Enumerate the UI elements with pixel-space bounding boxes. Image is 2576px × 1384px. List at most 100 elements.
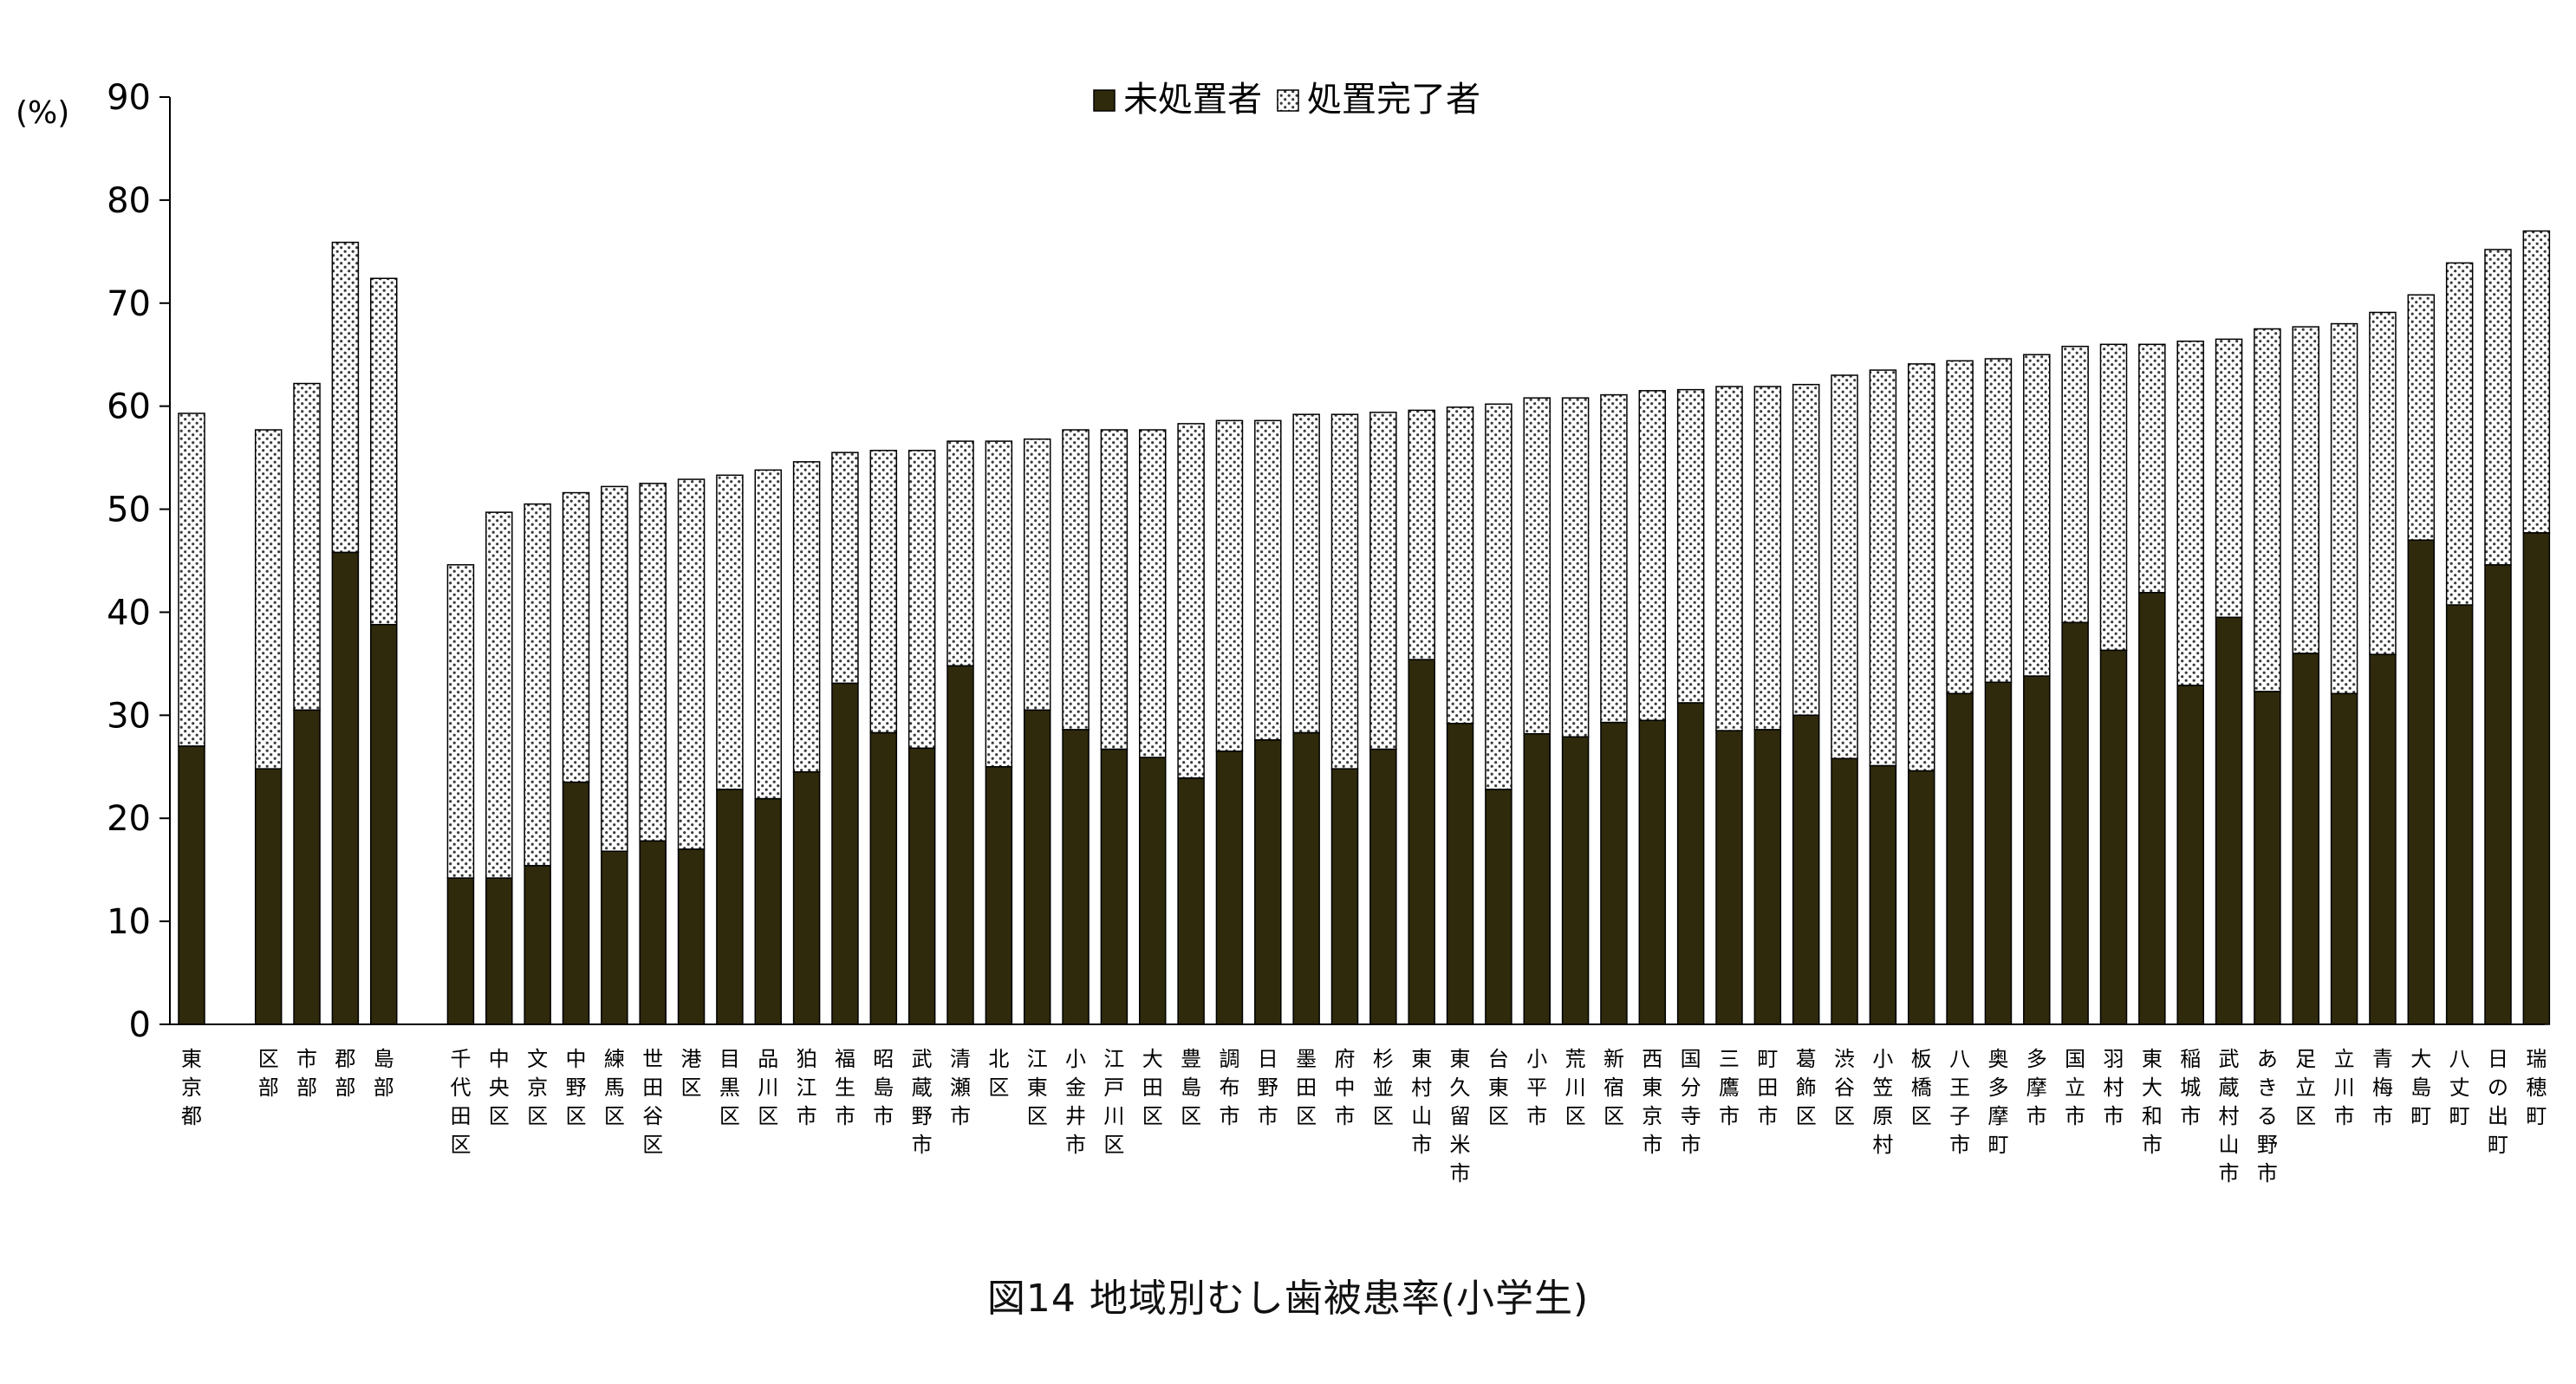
bar-untreated: [1254, 739, 1282, 1025]
x-tick-label: 調布市: [1219, 1047, 1239, 1128]
x-tick-label: 目黒区: [719, 1047, 740, 1128]
bar-treated: [1753, 386, 1782, 731]
x-tick-label: 豊島区: [1181, 1047, 1201, 1128]
bar-untreated: [2138, 592, 2166, 1025]
bar-treated: [1984, 358, 2013, 684]
bar-treated: [754, 469, 782, 800]
x-tick-label: 小平市: [1526, 1047, 1547, 1128]
bar-treated: [831, 452, 859, 685]
bar-treated: [1177, 423, 1205, 779]
y-tick-label: 80: [107, 181, 151, 221]
bar-treated: [1869, 369, 1897, 767]
x-tick-label: 郡部: [335, 1047, 355, 1100]
bar-untreated: [1869, 764, 1897, 1025]
plot-area: [178, 230, 2551, 1025]
y-tick-label: 70: [107, 284, 151, 324]
x-tick-label: 葛飾区: [1796, 1047, 1817, 1128]
bar-untreated: [2330, 692, 2358, 1025]
x-tick-label: 荒川区: [1565, 1047, 1586, 1128]
x-tick-label: 国立市: [2065, 1047, 2085, 1128]
bar-untreated: [2023, 675, 2051, 1025]
x-tick-label: 青梅市: [2372, 1047, 2393, 1128]
bar-treated: [1023, 438, 1051, 711]
x-tick-label: 武蔵野市: [912, 1047, 933, 1157]
x-tick-label: 練馬区: [604, 1047, 625, 1128]
bar-treated: [2061, 345, 2089, 624]
x-tick-label: 北区: [988, 1047, 1009, 1100]
x-tick-label: 羽村市: [2104, 1047, 2124, 1128]
bar-treated: [1062, 429, 1090, 731]
x-tick-label: 市部: [296, 1047, 317, 1100]
bar-untreated: [1100, 748, 1129, 1025]
bar-untreated: [1715, 730, 1743, 1025]
bar-treated: [2407, 294, 2436, 541]
bar-treated: [2099, 343, 2128, 652]
bar-treated: [1254, 419, 1282, 741]
bar-untreated: [1139, 757, 1167, 1025]
x-tick-label: 武蔵村山市: [2219, 1047, 2240, 1186]
bar-untreated: [677, 848, 706, 1025]
x-tick-label: 西東京市: [1642, 1047, 1662, 1157]
bar-untreated: [1177, 777, 1205, 1025]
bar-treated: [677, 478, 706, 850]
bar-treated: [1908, 363, 1935, 772]
bar-treated: [2215, 338, 2243, 619]
bar-treated: [2522, 230, 2551, 534]
bar-untreated: [601, 850, 628, 1025]
y-tick-label: 0: [129, 1005, 151, 1045]
x-tick-label: 日の出町: [2488, 1047, 2508, 1157]
x-tick-label: 八丈町: [2449, 1047, 2470, 1128]
bar-untreated: [2292, 653, 2319, 1025]
bar-treated: [792, 461, 821, 773]
bar-untreated: [1946, 692, 1974, 1025]
bar-untreated: [1023, 709, 1051, 1025]
x-tick-label: 多摩市: [2026, 1047, 2047, 1128]
bar-treated: [601, 485, 628, 853]
x-tick-label: 区部: [258, 1047, 279, 1100]
bar-treated: [907, 450, 936, 750]
x-tick-label: 大島町: [2410, 1047, 2431, 1128]
bar-treated: [716, 474, 744, 790]
bar-treated: [1831, 374, 1858, 760]
bar-untreated: [2445, 604, 2474, 1025]
bar-untreated: [1062, 729, 1090, 1025]
bar-treated: [254, 429, 283, 770]
bar-treated: [524, 503, 551, 867]
x-tick-label: 三鷹市: [1719, 1047, 1740, 1128]
bar-untreated: [907, 747, 936, 1025]
bar-untreated: [639, 840, 667, 1025]
bar-untreated: [754, 797, 782, 1025]
x-tick-label: 瑞穂町: [2526, 1047, 2547, 1128]
bar-untreated: [524, 865, 551, 1025]
bar-untreated: [2484, 564, 2512, 1025]
bar-treated: [1292, 413, 1320, 734]
y-tick-label: 60: [107, 387, 151, 427]
bar-untreated: [1638, 719, 1667, 1025]
legend-label-untreated: 未処置者: [1123, 80, 1262, 120]
bar-treated: [639, 483, 667, 842]
bar-treated: [1485, 403, 1512, 790]
bar-treated: [1139, 429, 1167, 758]
x-tick-label: 町田市: [1757, 1047, 1778, 1128]
bar-untreated: [1523, 732, 1551, 1025]
bar-treated: [485, 511, 513, 879]
x-tick-label: 東大和市: [2142, 1047, 2163, 1157]
bar-treated: [2023, 354, 2051, 677]
x-tick-label: 狛江市: [797, 1047, 817, 1128]
x-tick-label: 台東区: [1488, 1047, 1509, 1128]
bar-untreated: [1369, 748, 1397, 1025]
legend: 未処置者 処置完了者: [1093, 80, 1480, 120]
x-tick-label: 小金井市: [1065, 1047, 1086, 1157]
y-tick-label: 90: [107, 78, 151, 118]
bar-untreated: [2176, 685, 2204, 1025]
bar-treated: [1100, 429, 1129, 750]
bar-untreated: [1831, 757, 1858, 1025]
bar-untreated: [178, 745, 205, 1025]
bar-treated: [2369, 311, 2397, 655]
bar-untreated: [2099, 649, 2128, 1025]
x-tick-label: 江東区: [1027, 1047, 1048, 1128]
bar-treated: [1600, 393, 1628, 724]
bar-treated: [2330, 322, 2358, 695]
x-tick-label: 足立区: [2295, 1047, 2316, 1128]
bar-treated: [2445, 262, 2474, 606]
